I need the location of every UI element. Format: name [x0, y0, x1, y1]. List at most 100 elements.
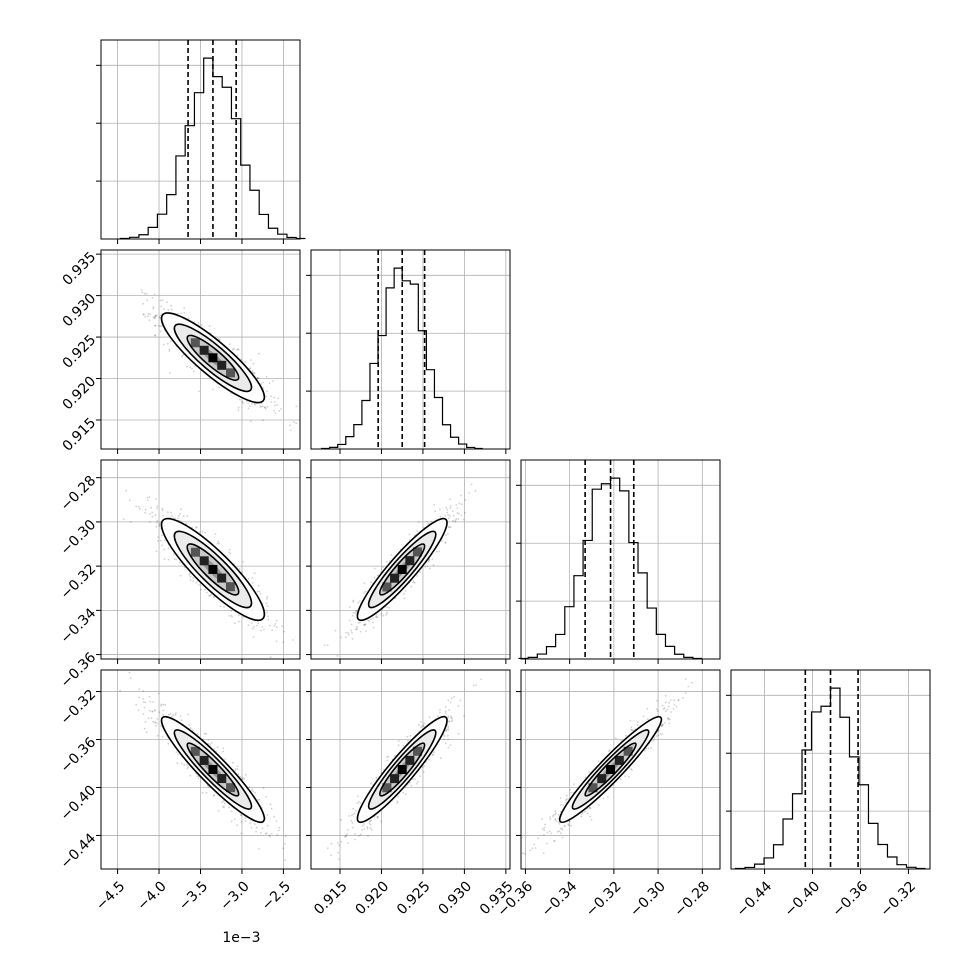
- sample-point: [142, 698, 144, 700]
- sample-point: [189, 366, 192, 368]
- sample-point: [275, 619, 278, 622]
- sample-point: [427, 523, 429, 525]
- sample-point: [386, 561, 388, 563]
- sample-point: [408, 539, 411, 541]
- sample-point: [230, 614, 233, 617]
- contour-line: [160, 312, 266, 404]
- sample-point: [364, 623, 367, 626]
- sample-point: [173, 553, 175, 556]
- sample-point: [426, 565, 429, 568]
- sample-point: [364, 590, 367, 593]
- density-cell: [225, 582, 235, 592]
- sample-point: [463, 715, 465, 717]
- contour-line: [160, 517, 266, 622]
- sample-point: [433, 503, 436, 506]
- sample-point: [147, 312, 150, 315]
- sample-point: [416, 780, 419, 783]
- sample-point: [218, 386, 221, 389]
- sample-point: [381, 566, 384, 568]
- sample-point: [152, 307, 155, 310]
- sample-point: [460, 503, 463, 505]
- sample-point: [183, 311, 186, 314]
- sample-point: [439, 709, 441, 711]
- sample-point: [334, 629, 337, 632]
- sample-point: [260, 629, 262, 632]
- sample-point: [455, 518, 458, 520]
- sample-point: [150, 506, 153, 509]
- sample-point: [355, 609, 358, 612]
- sample-point: [216, 746, 219, 748]
- contour-line: [367, 729, 437, 810]
- contour-line: [186, 334, 240, 381]
- sample-point: [386, 756, 388, 759]
- sample-point: [561, 836, 564, 839]
- sample-point: [445, 730, 447, 732]
- sample-point: [434, 510, 436, 513]
- sample-point: [129, 677, 132, 679]
- sample-point: [159, 316, 161, 319]
- sample-point: [423, 722, 425, 725]
- sample-point: [410, 784, 413, 787]
- axes-frame: [310, 459, 511, 660]
- sample-point: [167, 308, 170, 311]
- sample-point: [358, 834, 360, 837]
- sample-point: [241, 776, 244, 779]
- sample-point: [449, 515, 451, 517]
- sample-point: [631, 729, 634, 732]
- sample-point: [238, 568, 241, 570]
- sample-point: [565, 794, 568, 797]
- sample-point: [151, 710, 154, 713]
- sample-point: [365, 630, 367, 633]
- contour-line: [379, 742, 426, 797]
- sample-point: [159, 325, 162, 328]
- sample-point: [188, 724, 191, 726]
- sample-point: [236, 768, 239, 770]
- sample-point: [283, 630, 285, 633]
- sample-point: [667, 717, 670, 720]
- sample-point: [262, 419, 264, 422]
- sample-point: [152, 306, 155, 308]
- sample-point: [189, 579, 192, 582]
- sample-point: [386, 759, 389, 762]
- sample-point: [218, 339, 221, 341]
- hist-panel-1: [306, 249, 511, 454]
- sample-point: [266, 605, 269, 607]
- sample-point: [249, 367, 252, 370]
- sample-point: [368, 620, 371, 622]
- sample-point: [475, 684, 477, 686]
- sample-point: [353, 812, 356, 815]
- sample-point: [142, 313, 145, 316]
- sample-point: [177, 312, 179, 315]
- sample-point: [414, 778, 416, 780]
- sample-point: [444, 710, 447, 713]
- sample-point: [139, 507, 141, 510]
- sample-point: [167, 511, 169, 514]
- sample-point: [259, 406, 262, 408]
- sample-point: [273, 625, 276, 627]
- sample-point: [229, 343, 231, 345]
- sample-point: [232, 347, 235, 350]
- sample-point: [445, 506, 448, 509]
- density-cell: [199, 556, 209, 566]
- sample-point: [350, 814, 353, 817]
- sample-point: [636, 721, 639, 723]
- sample-point: [258, 590, 261, 593]
- sample-point: [213, 793, 216, 796]
- sample-point: [222, 747, 225, 750]
- sample-point: [358, 600, 361, 602]
- sample-point: [155, 525, 158, 528]
- sample-point: [252, 636, 255, 638]
- sample-point: [360, 833, 362, 836]
- sample-point: [146, 299, 149, 302]
- sample-point: [397, 744, 400, 747]
- sample-point: [256, 624, 258, 627]
- sample-point: [149, 520, 151, 523]
- sample-point: [449, 526, 452, 529]
- sample-point: [266, 611, 268, 614]
- sample-point: [212, 388, 215, 391]
- sample-point: [251, 582, 254, 584]
- sample-point: [356, 626, 358, 628]
- sample-point: [276, 404, 279, 407]
- sample-point: [236, 765, 239, 768]
- sample-point: [168, 348, 171, 351]
